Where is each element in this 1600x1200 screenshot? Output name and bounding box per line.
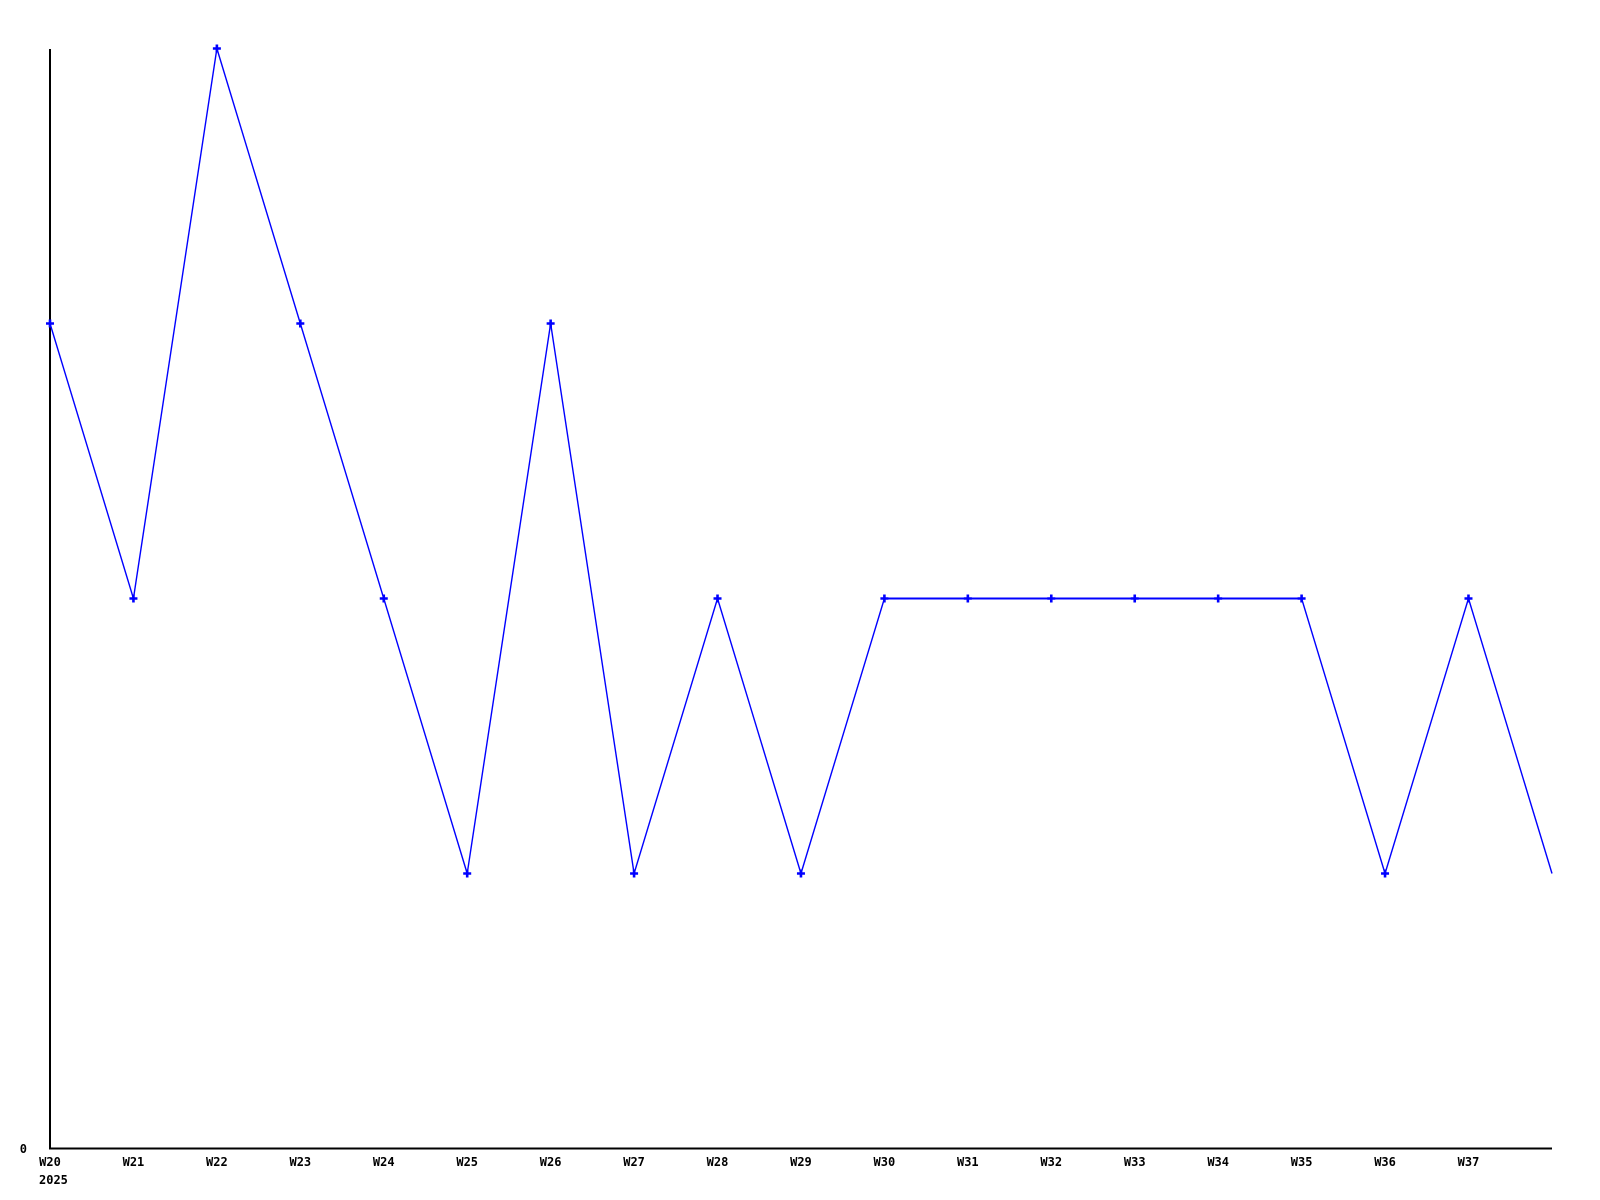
data-point-marker [1297,594,1306,603]
data-point-marker [796,869,805,878]
line-segment [1467,598,1553,874]
x-axis-tick-label: W21 [123,1155,145,1169]
x-axis-tick-label: W31 [957,1155,979,1169]
x-axis-tick-label: W34 [1207,1155,1229,1169]
x-axis-tick-label: W25 [456,1155,478,1169]
x-axis-tick-label: W24 [373,1155,395,1169]
line-segment [549,323,635,874]
x-axis-tick-label: W37 [1458,1155,1480,1169]
line-segment [1300,598,1386,874]
data-point-marker [880,594,889,603]
x-axis-tick-label: W23 [289,1155,311,1169]
data-series-line [49,48,1553,874]
data-point-marker [1381,869,1390,878]
x-axis-tick-label: W35 [1291,1155,1313,1169]
line-segment [299,323,385,599]
line-segment [383,598,468,874]
x-axis-year-label: 2025 [39,1173,68,1187]
data-point-marker [46,319,54,328]
data-point-marker [212,44,221,53]
data-point-marker [713,594,722,603]
data-point-marker [546,319,555,328]
line-segment [216,48,301,324]
x-axis-tick-label: W26 [540,1155,562,1169]
line-segment [716,598,802,874]
line-segment [49,323,135,599]
line-segment [633,598,719,874]
data-point-marker [379,594,388,603]
data-point-marker [1214,594,1223,603]
x-axis-tick-label: W33 [1124,1155,1146,1169]
line-segment [1384,598,1470,874]
x-axis-tick-label: W27 [623,1155,645,1169]
x-axis-tick-label: W28 [707,1155,729,1169]
data-point-marker [1464,594,1473,603]
line-segment [800,598,886,874]
data-point-marker [963,594,972,603]
x-axis-tick-label: W20 [39,1155,61,1169]
axes [49,49,1552,1150]
x-axis-tick-label: W36 [1374,1155,1396,1169]
data-point-marker [1047,594,1056,603]
x-axis-tick-label: W22 [206,1155,228,1169]
data-point-marker [630,869,639,878]
line-segment [466,323,552,874]
x-axis-tick-labels: W20 W21 W22 W23 W24 W25 W26 W27 W28 W29 W30 W31 W32 W… [39,1155,1479,1169]
y-axis-tick-label-zero: 0 [20,1142,27,1156]
data-point-marker [296,319,305,328]
data-series-markers [46,44,1473,878]
data-point-marker [463,869,472,878]
x-axis-tick-label: W30 [874,1155,896,1169]
line-segment [132,48,218,599]
x-axis-tick-label: W29 [790,1155,812,1169]
x-axis-tick-label: W32 [1040,1155,1062,1169]
data-point-marker [1130,594,1139,603]
data-point-marker [129,594,138,603]
